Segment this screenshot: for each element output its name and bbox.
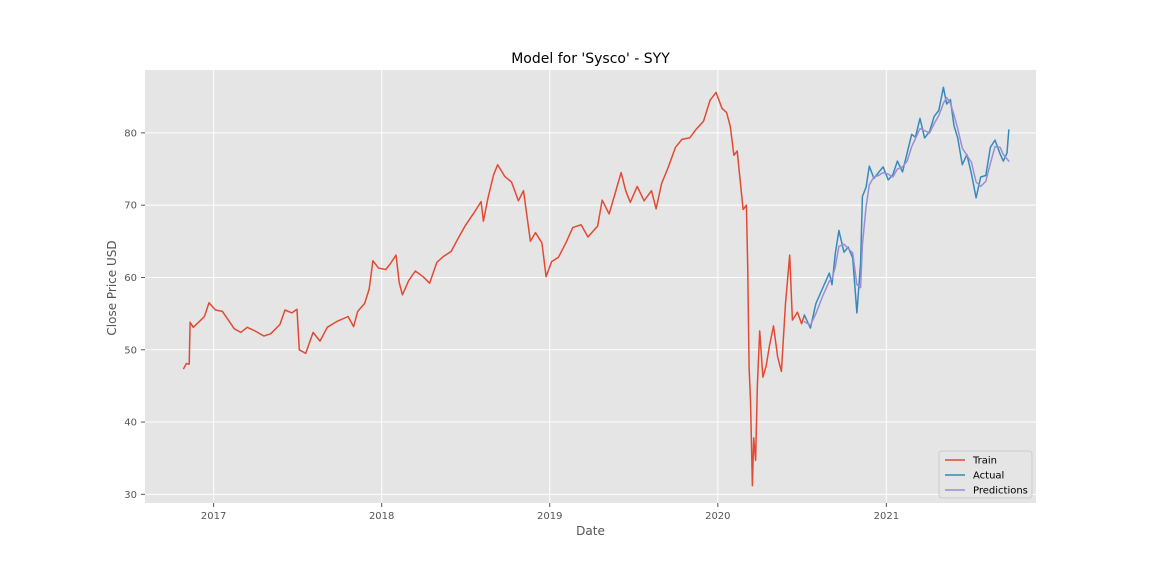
legend-label-predictions: Predictions — [973, 486, 1028, 497]
series-line-predictions — [803, 96, 1010, 326]
series-line-actual — [803, 86, 1010, 329]
y-tick-label: 50 — [124, 345, 137, 356]
x-tick-label: 2019 — [537, 511, 562, 522]
y-tick-label: 30 — [124, 490, 137, 501]
series-layer — [182, 86, 1010, 487]
y-tick-label: 40 — [124, 418, 137, 429]
ticks: 2017 2018 2019 2020 2021 30 40 50 60 70 80 — [124, 128, 899, 522]
plot-area — [145, 70, 1036, 503]
x-tick-label: 2020 — [705, 511, 730, 522]
series-line-train — [182, 91, 806, 487]
x-tick-label: 2017 — [201, 511, 226, 522]
grid — [145, 70, 1036, 503]
legend-frame — [938, 450, 1033, 499]
legend: Train Actual Predictions — [938, 450, 1033, 499]
y-tick-label: 70 — [124, 201, 137, 212]
y-axis-label: Close Price USD — [105, 240, 119, 335]
legend-label-actual: Actual — [973, 471, 1004, 482]
x-tick-label: 2021 — [874, 511, 899, 522]
x-tick-label: 2018 — [369, 511, 394, 522]
chart-title: Model for 'Sysco' - SYY — [511, 51, 670, 67]
legend-label-train: Train — [972, 456, 997, 467]
y-tick-label: 80 — [124, 128, 137, 139]
y-tick-label: 60 — [124, 273, 137, 284]
x-axis-label: Date — [576, 524, 605, 538]
